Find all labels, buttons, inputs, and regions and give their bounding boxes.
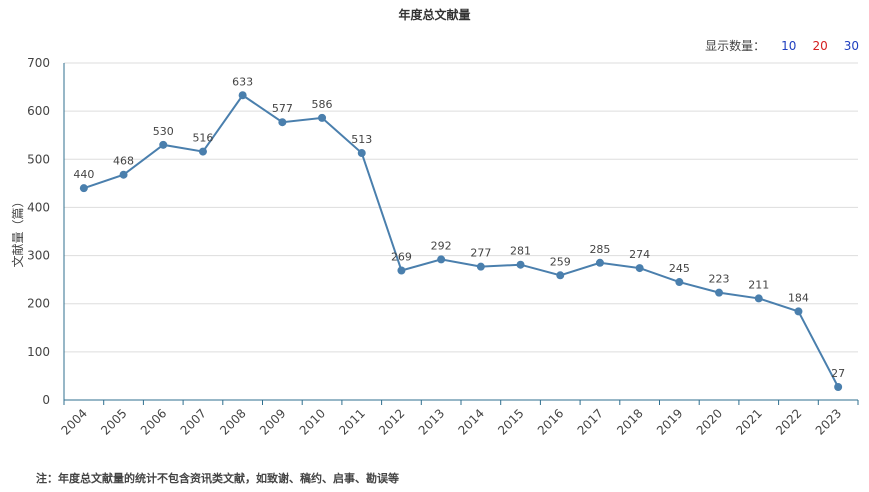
- data-label: 259: [550, 255, 571, 268]
- x-tick-label: 2011: [336, 406, 367, 437]
- x-tick-label: 2012: [376, 406, 407, 437]
- data-label: 27: [831, 367, 845, 380]
- y-tick-label: 500: [27, 152, 50, 166]
- x-tick-label: 2020: [694, 406, 725, 437]
- x-tick-label: 2018: [614, 406, 645, 437]
- data-label: 269: [391, 250, 412, 263]
- data-label: 211: [748, 278, 769, 291]
- data-point[interactable]: [595, 258, 604, 267]
- y-tick-label: 400: [27, 200, 50, 214]
- data-point[interactable]: [119, 170, 128, 179]
- x-tick-label: 2021: [733, 406, 764, 437]
- data-point[interactable]: [79, 184, 88, 193]
- x-tick-label: 2007: [178, 406, 209, 437]
- display-count-option-30[interactable]: 30: [843, 38, 859, 53]
- display-count-option-20[interactable]: 20: [812, 38, 828, 53]
- data-label: 516: [192, 132, 213, 145]
- data-label: 586: [312, 98, 333, 111]
- data-label: 577: [272, 102, 293, 115]
- data-label: 633: [232, 75, 253, 88]
- data-point[interactable]: [198, 147, 207, 156]
- data-point[interactable]: [318, 113, 327, 122]
- data-label: 223: [709, 273, 730, 286]
- data-point[interactable]: [516, 260, 525, 269]
- x-tick-label: 2016: [535, 406, 566, 437]
- data-point[interactable]: [278, 118, 287, 127]
- data-point[interactable]: [556, 271, 565, 280]
- data-point[interactable]: [476, 262, 485, 271]
- series-line: [79, 91, 843, 392]
- footnote: 注：年度总文献量的统计不包含资讯类文献，如致谢、稿约、启事、勘误等: [36, 472, 399, 485]
- data-label: 277: [470, 247, 491, 260]
- data-label: 184: [788, 291, 809, 304]
- x-tick-label: 2014: [455, 406, 486, 437]
- y-tick-label: 700: [27, 56, 50, 70]
- data-label: 468: [113, 155, 134, 168]
- x-tick-label: 2022: [773, 406, 804, 437]
- data-point[interactable]: [357, 149, 366, 158]
- display-count-selector: 显示数量： 10 20 30: [705, 37, 859, 54]
- x-tick-label: 2009: [257, 406, 288, 437]
- display-count-label: 显示数量：: [705, 39, 766, 53]
- y-tick-label: 100: [27, 345, 50, 359]
- data-label: 513: [351, 133, 372, 146]
- data-point[interactable]: [397, 266, 406, 275]
- display-count-option-10[interactable]: 10: [781, 38, 797, 53]
- data-point[interactable]: [675, 278, 684, 287]
- data-label: 281: [510, 245, 531, 258]
- x-tick-label: 2006: [138, 406, 169, 437]
- data-label: 285: [589, 243, 610, 256]
- data-label: 530: [153, 125, 174, 138]
- x-tick-label: 2023: [813, 406, 844, 437]
- data-point[interactable]: [754, 294, 763, 303]
- data-point[interactable]: [238, 91, 247, 100]
- y-tick-label: 200: [27, 297, 50, 311]
- y-axis-title: 文献量（篇）: [10, 195, 25, 267]
- data-point[interactable]: [834, 383, 843, 392]
- data-labels: 440 468 530 516 633 577 586 513 269 292 277 281 259 2…: [73, 75, 845, 380]
- data-label: 274: [629, 248, 650, 261]
- series-polyline: [83, 93, 840, 388]
- gridlines: [64, 62, 858, 353]
- chart-title: 年度总文献量: [398, 8, 471, 22]
- x-tick-label: 2008: [217, 406, 248, 437]
- data-label: 245: [669, 262, 690, 275]
- x-tick-label: 2013: [416, 406, 447, 437]
- data-point[interactable]: [715, 288, 724, 297]
- data-point[interactable]: [437, 255, 446, 264]
- x-tick-label: 2005: [98, 406, 129, 437]
- x-tick-label: 2017: [575, 406, 606, 437]
- data-label: 440: [73, 168, 94, 181]
- y-tick-label: 0: [42, 393, 50, 407]
- data-point[interactable]: [159, 140, 168, 149]
- x-tick-label: 2019: [654, 406, 685, 437]
- data-label: 292: [431, 239, 452, 252]
- y-tick-label: 300: [27, 249, 50, 263]
- x-tick-label: 2004: [58, 406, 89, 437]
- x-tick-label: 2010: [297, 406, 328, 437]
- y-tick-label: 600: [27, 104, 50, 118]
- data-point[interactable]: [794, 307, 803, 316]
- x-tick-label: 2015: [495, 406, 526, 437]
- data-point[interactable]: [635, 264, 644, 273]
